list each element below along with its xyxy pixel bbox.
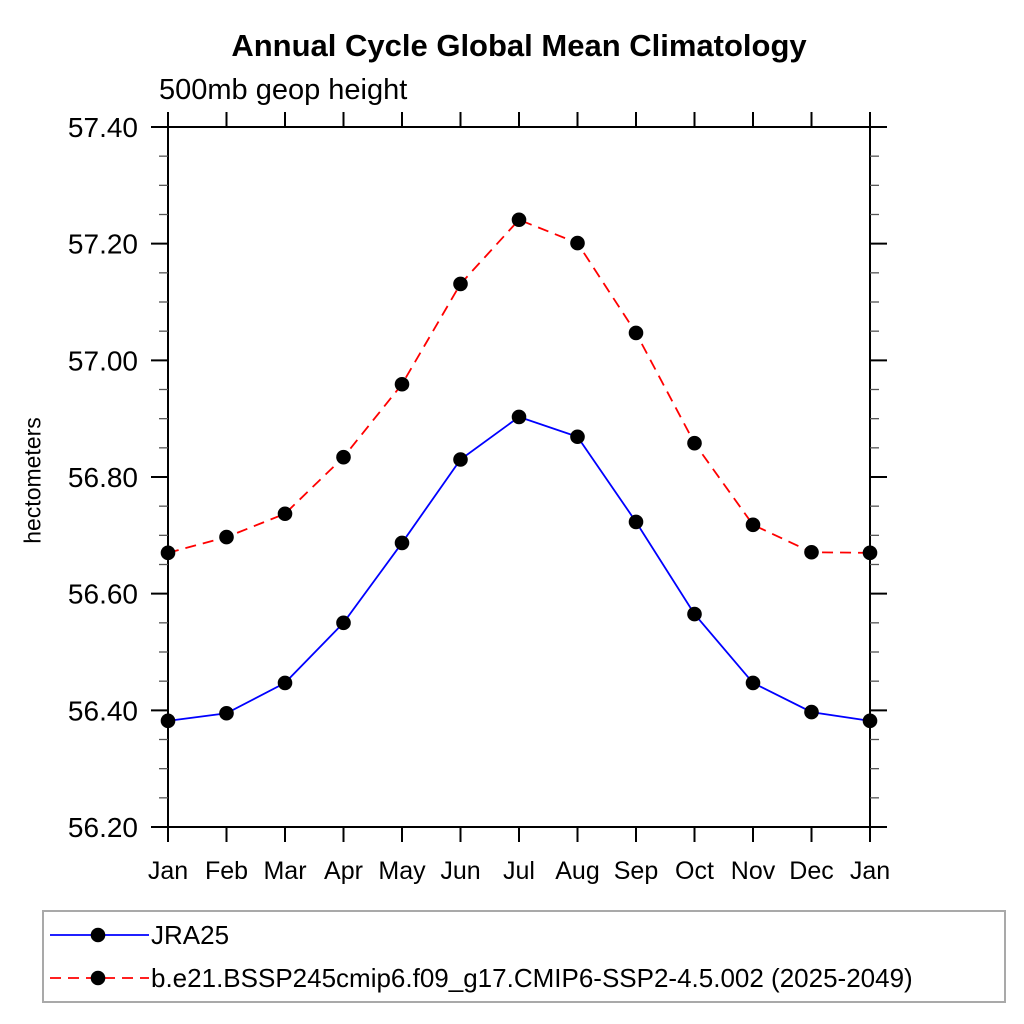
series-line-jra25 <box>167 415 871 722</box>
data-point-marker <box>453 452 468 467</box>
x-tick-label: Mar <box>263 857 306 885</box>
data-point-marker <box>570 235 585 251</box>
plot-frame <box>167 126 871 828</box>
data-point-marker <box>394 535 410 551</box>
x-tick-label: Oct <box>675 857 714 885</box>
data-point-marker <box>628 325 644 341</box>
data-point-marker <box>687 606 702 622</box>
data-point-marker <box>687 435 702 451</box>
legend-label: b.e21.BSSP245cmip6.f09_g17.CMIP6-SSP2-4.… <box>151 962 913 993</box>
data-point-marker <box>453 276 468 292</box>
data-point-marker <box>862 713 878 729</box>
data-point-marker <box>394 376 410 392</box>
y-tick-label: 57.20 <box>68 229 138 260</box>
data-point-marker <box>336 615 351 631</box>
x-tick-label: Sep <box>614 857 658 885</box>
legend-box: JRA25 b.e21.BSSP245cmip6.f09_g17.CMIP6-S… <box>42 910 1006 1003</box>
legend-item-model: b.e21.BSSP245cmip6.f09_g17.CMIP6-SSP2-4.… <box>49 962 913 993</box>
data-point-marker <box>336 449 351 465</box>
data-point-marker <box>862 545 878 561</box>
legend-line-sample-solid <box>50 927 149 943</box>
x-tick-label: Jan <box>148 857 188 885</box>
y-tick-label: 56.40 <box>68 695 138 726</box>
x-tick-label: Jul <box>503 857 535 885</box>
x-tick-label: Dec <box>789 857 833 885</box>
y-tick-label: 57.00 <box>68 345 138 376</box>
legend-line-sample-dashed <box>50 970 149 986</box>
legend-item-jra25: JRA25 <box>49 919 230 950</box>
y-tick-label: 56.80 <box>68 462 138 493</box>
x-tick-label: Jan <box>850 857 890 885</box>
x-tick-label: Nov <box>731 857 776 885</box>
x-tick-label: Apr <box>324 857 363 885</box>
data-point-marker <box>804 704 819 720</box>
y-tick-label: 57.40 <box>68 112 138 143</box>
x-tick-label: Jun <box>440 857 480 885</box>
data-point-marker <box>277 675 293 691</box>
data-point-marker <box>160 713 176 729</box>
data-point-marker <box>570 429 585 445</box>
x-tick-label: May <box>378 857 426 885</box>
data-point-marker <box>628 514 644 530</box>
legend-sample-marker <box>90 927 106 943</box>
series-line-model <box>167 218 871 554</box>
x-tick-label: Aug <box>555 857 599 885</box>
data-point-marker <box>745 675 761 691</box>
chart-title: Annual Cycle Global Mean Climatology <box>231 28 807 63</box>
y-tick-label: 56.20 <box>68 812 138 843</box>
data-point-marker <box>277 506 293 522</box>
chart-subtitle: 500mb geop height <box>159 74 408 106</box>
data-point-marker <box>745 517 761 533</box>
y-tick-label: 56.60 <box>68 579 138 610</box>
legend-label: JRA25 <box>151 919 230 950</box>
data-point-marker <box>511 409 527 425</box>
data-point-marker <box>804 544 819 560</box>
data-point-marker <box>160 545 176 561</box>
data-point-marker <box>219 529 234 545</box>
data-point-marker <box>511 212 527 228</box>
x-tick-label: Feb <box>205 857 248 885</box>
data-point-marker <box>219 705 234 721</box>
legend-sample-marker <box>90 970 106 986</box>
